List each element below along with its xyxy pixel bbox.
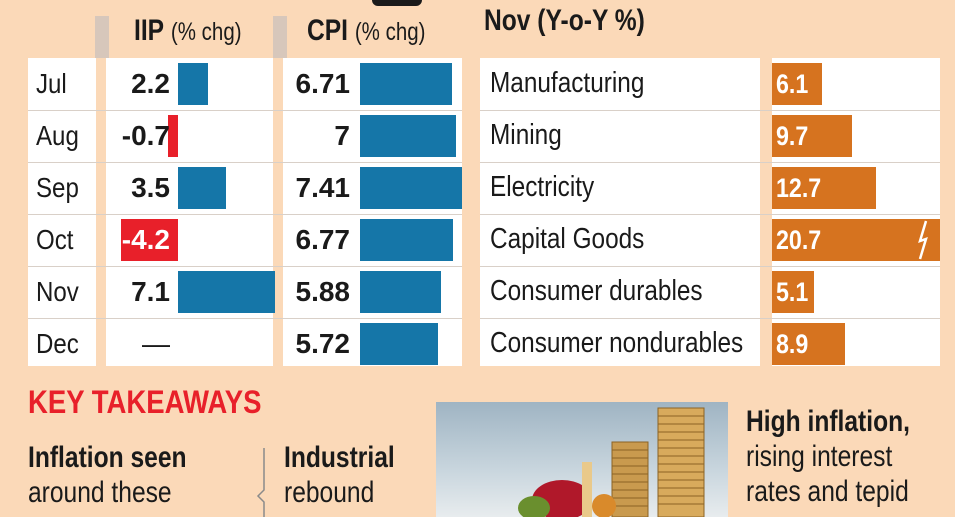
iip-bar xyxy=(120,219,178,261)
cpi-header: CPI (% chg) xyxy=(307,14,425,48)
takeaway-3-heading: High inflation, xyxy=(746,405,910,438)
iip-cpi-table xyxy=(28,58,462,366)
industry-value: 6.1 xyxy=(776,69,809,99)
takeaway-3-line3: rates and tepid xyxy=(746,475,909,508)
month-label: Oct xyxy=(36,224,74,255)
iip-bar xyxy=(178,167,226,209)
table-divider-3 xyxy=(760,58,772,366)
takeaway-2-heading: Industrial xyxy=(284,441,395,474)
row-line xyxy=(28,214,462,215)
cpi-bar xyxy=(360,323,439,365)
coins-groceries-image xyxy=(518,407,705,517)
industry-value: 12.7 xyxy=(776,173,822,203)
cpi-value: 6.77 xyxy=(295,224,351,255)
takeaway-1-text: around these xyxy=(28,476,172,509)
iip-header-bold: IIP xyxy=(134,14,165,47)
row-line xyxy=(480,110,940,111)
row-line xyxy=(28,266,462,267)
cpi-bar xyxy=(360,271,441,313)
industry-value: 5.1 xyxy=(776,277,809,307)
table-divider-1 xyxy=(96,58,106,366)
takeaway-3-line2: rising interest xyxy=(746,440,893,473)
row-line xyxy=(28,318,462,319)
takeaway-3: High inflation, rising interest rates an… xyxy=(746,404,910,509)
coin-stack-left xyxy=(611,441,649,517)
industry-label: Consumer nondurables xyxy=(490,327,744,359)
industry-value: 8.9 xyxy=(776,329,809,359)
cpi-value: 7.41 xyxy=(295,172,351,203)
cpi-bar xyxy=(360,115,456,157)
key-takeaways-title: KEY TAKEAWAYS xyxy=(28,384,262,420)
inflation-illustration xyxy=(436,402,728,517)
industry-label: Electricity xyxy=(490,171,595,203)
cpi-bar xyxy=(360,219,453,261)
industry-value: 20.7 xyxy=(776,225,822,255)
nov-header-bold: Nov (Y-o-Y %) xyxy=(484,4,645,37)
iip-bar xyxy=(178,271,275,313)
cpi-value: 5.72 xyxy=(295,328,351,359)
industry-bar xyxy=(772,271,814,313)
iip-bar xyxy=(168,115,178,157)
grocery-item xyxy=(582,462,592,517)
row-line xyxy=(28,162,462,163)
iip-value: -0.7 xyxy=(121,120,170,151)
axis-break-icon xyxy=(918,220,928,260)
month-label: Nov xyxy=(36,276,79,307)
industry-table xyxy=(480,58,940,366)
takeaway-2-text: rebound xyxy=(284,476,375,509)
cpi-value: 7 xyxy=(334,120,350,151)
cpi-value: 5.88 xyxy=(295,276,351,307)
grocery-produce xyxy=(518,496,550,517)
cpi-value: 6.71 xyxy=(295,68,351,99)
industry-bar xyxy=(772,167,877,209)
iip-header: IIP (% chg) xyxy=(134,14,242,48)
iip-bar xyxy=(178,63,208,105)
industry-label: Capital Goods xyxy=(490,223,645,255)
iip-header-unit: (% chg) xyxy=(170,18,242,46)
row-line xyxy=(480,318,940,319)
month-label: Dec xyxy=(36,328,79,359)
row-line xyxy=(480,214,940,215)
cpi-bar xyxy=(360,63,452,105)
coin-stack-right xyxy=(657,407,705,517)
month-label: Aug xyxy=(36,120,79,151)
top-edge-mark xyxy=(372,0,422,6)
cpi-bar xyxy=(360,167,462,209)
iip-value: 2.2 xyxy=(131,68,170,99)
industry-bar xyxy=(772,323,845,365)
industry-label: Consumer durables xyxy=(490,275,703,307)
industry-bar xyxy=(772,219,940,261)
iip-value: 7.1 xyxy=(131,276,170,307)
industry-bar xyxy=(772,63,823,105)
industry-value: 9.7 xyxy=(776,121,809,151)
cpi-header-bold: CPI xyxy=(307,14,349,47)
grocery-produce xyxy=(592,494,616,517)
takeaway-1: Inflation seen around these xyxy=(28,440,187,510)
industry-label: Mining xyxy=(490,119,562,151)
row-line xyxy=(480,162,940,163)
row-line xyxy=(480,266,940,267)
industry-bar xyxy=(772,115,852,157)
takeaway-divider xyxy=(256,448,265,517)
row-line xyxy=(28,110,462,111)
cpi-header-unit: (% chg) xyxy=(354,18,426,46)
takeaway-2: Industrial rebound xyxy=(284,440,395,510)
iip-value: — xyxy=(142,328,170,359)
industry-label: Manufacturing xyxy=(490,67,645,99)
table-divider-2 xyxy=(273,58,283,366)
month-label: Sep xyxy=(36,172,79,203)
month-label: Jul xyxy=(36,68,67,99)
takeaway-1-heading: Inflation seen xyxy=(28,441,187,474)
iip-value: -4.2 xyxy=(121,224,170,255)
iip-value: 3.5 xyxy=(131,172,170,203)
nov-header: Nov (Y-o-Y %) xyxy=(484,4,645,38)
